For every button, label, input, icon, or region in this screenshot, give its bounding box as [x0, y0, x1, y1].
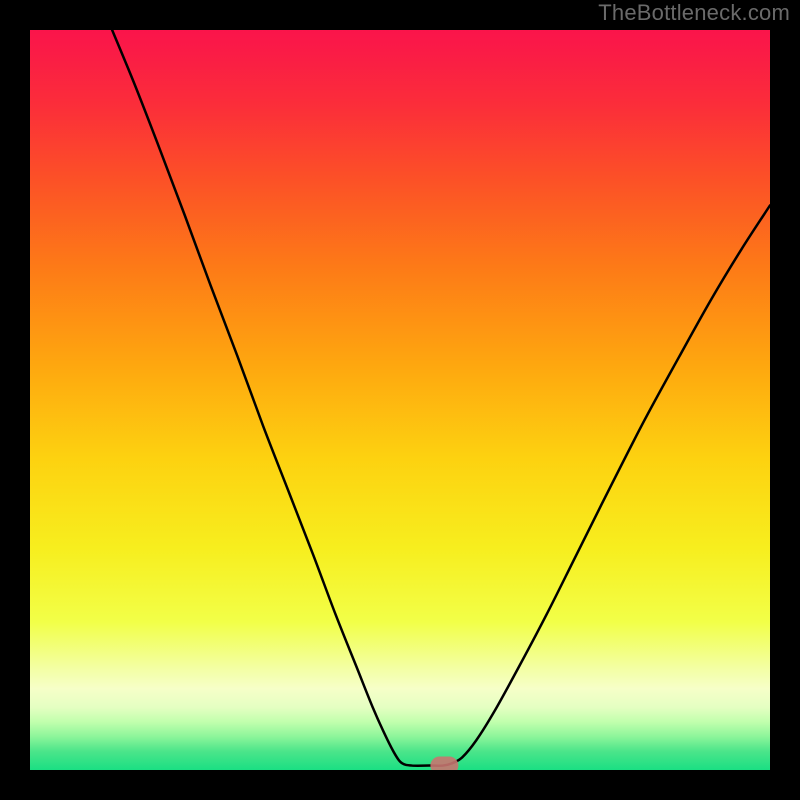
watermark-text: TheBottleneck.com: [598, 0, 790, 26]
bottleneck-chart-svg: [0, 0, 800, 800]
chart-gradient-area: [30, 30, 770, 770]
chart-container: TheBottleneck.com: [0, 0, 800, 800]
